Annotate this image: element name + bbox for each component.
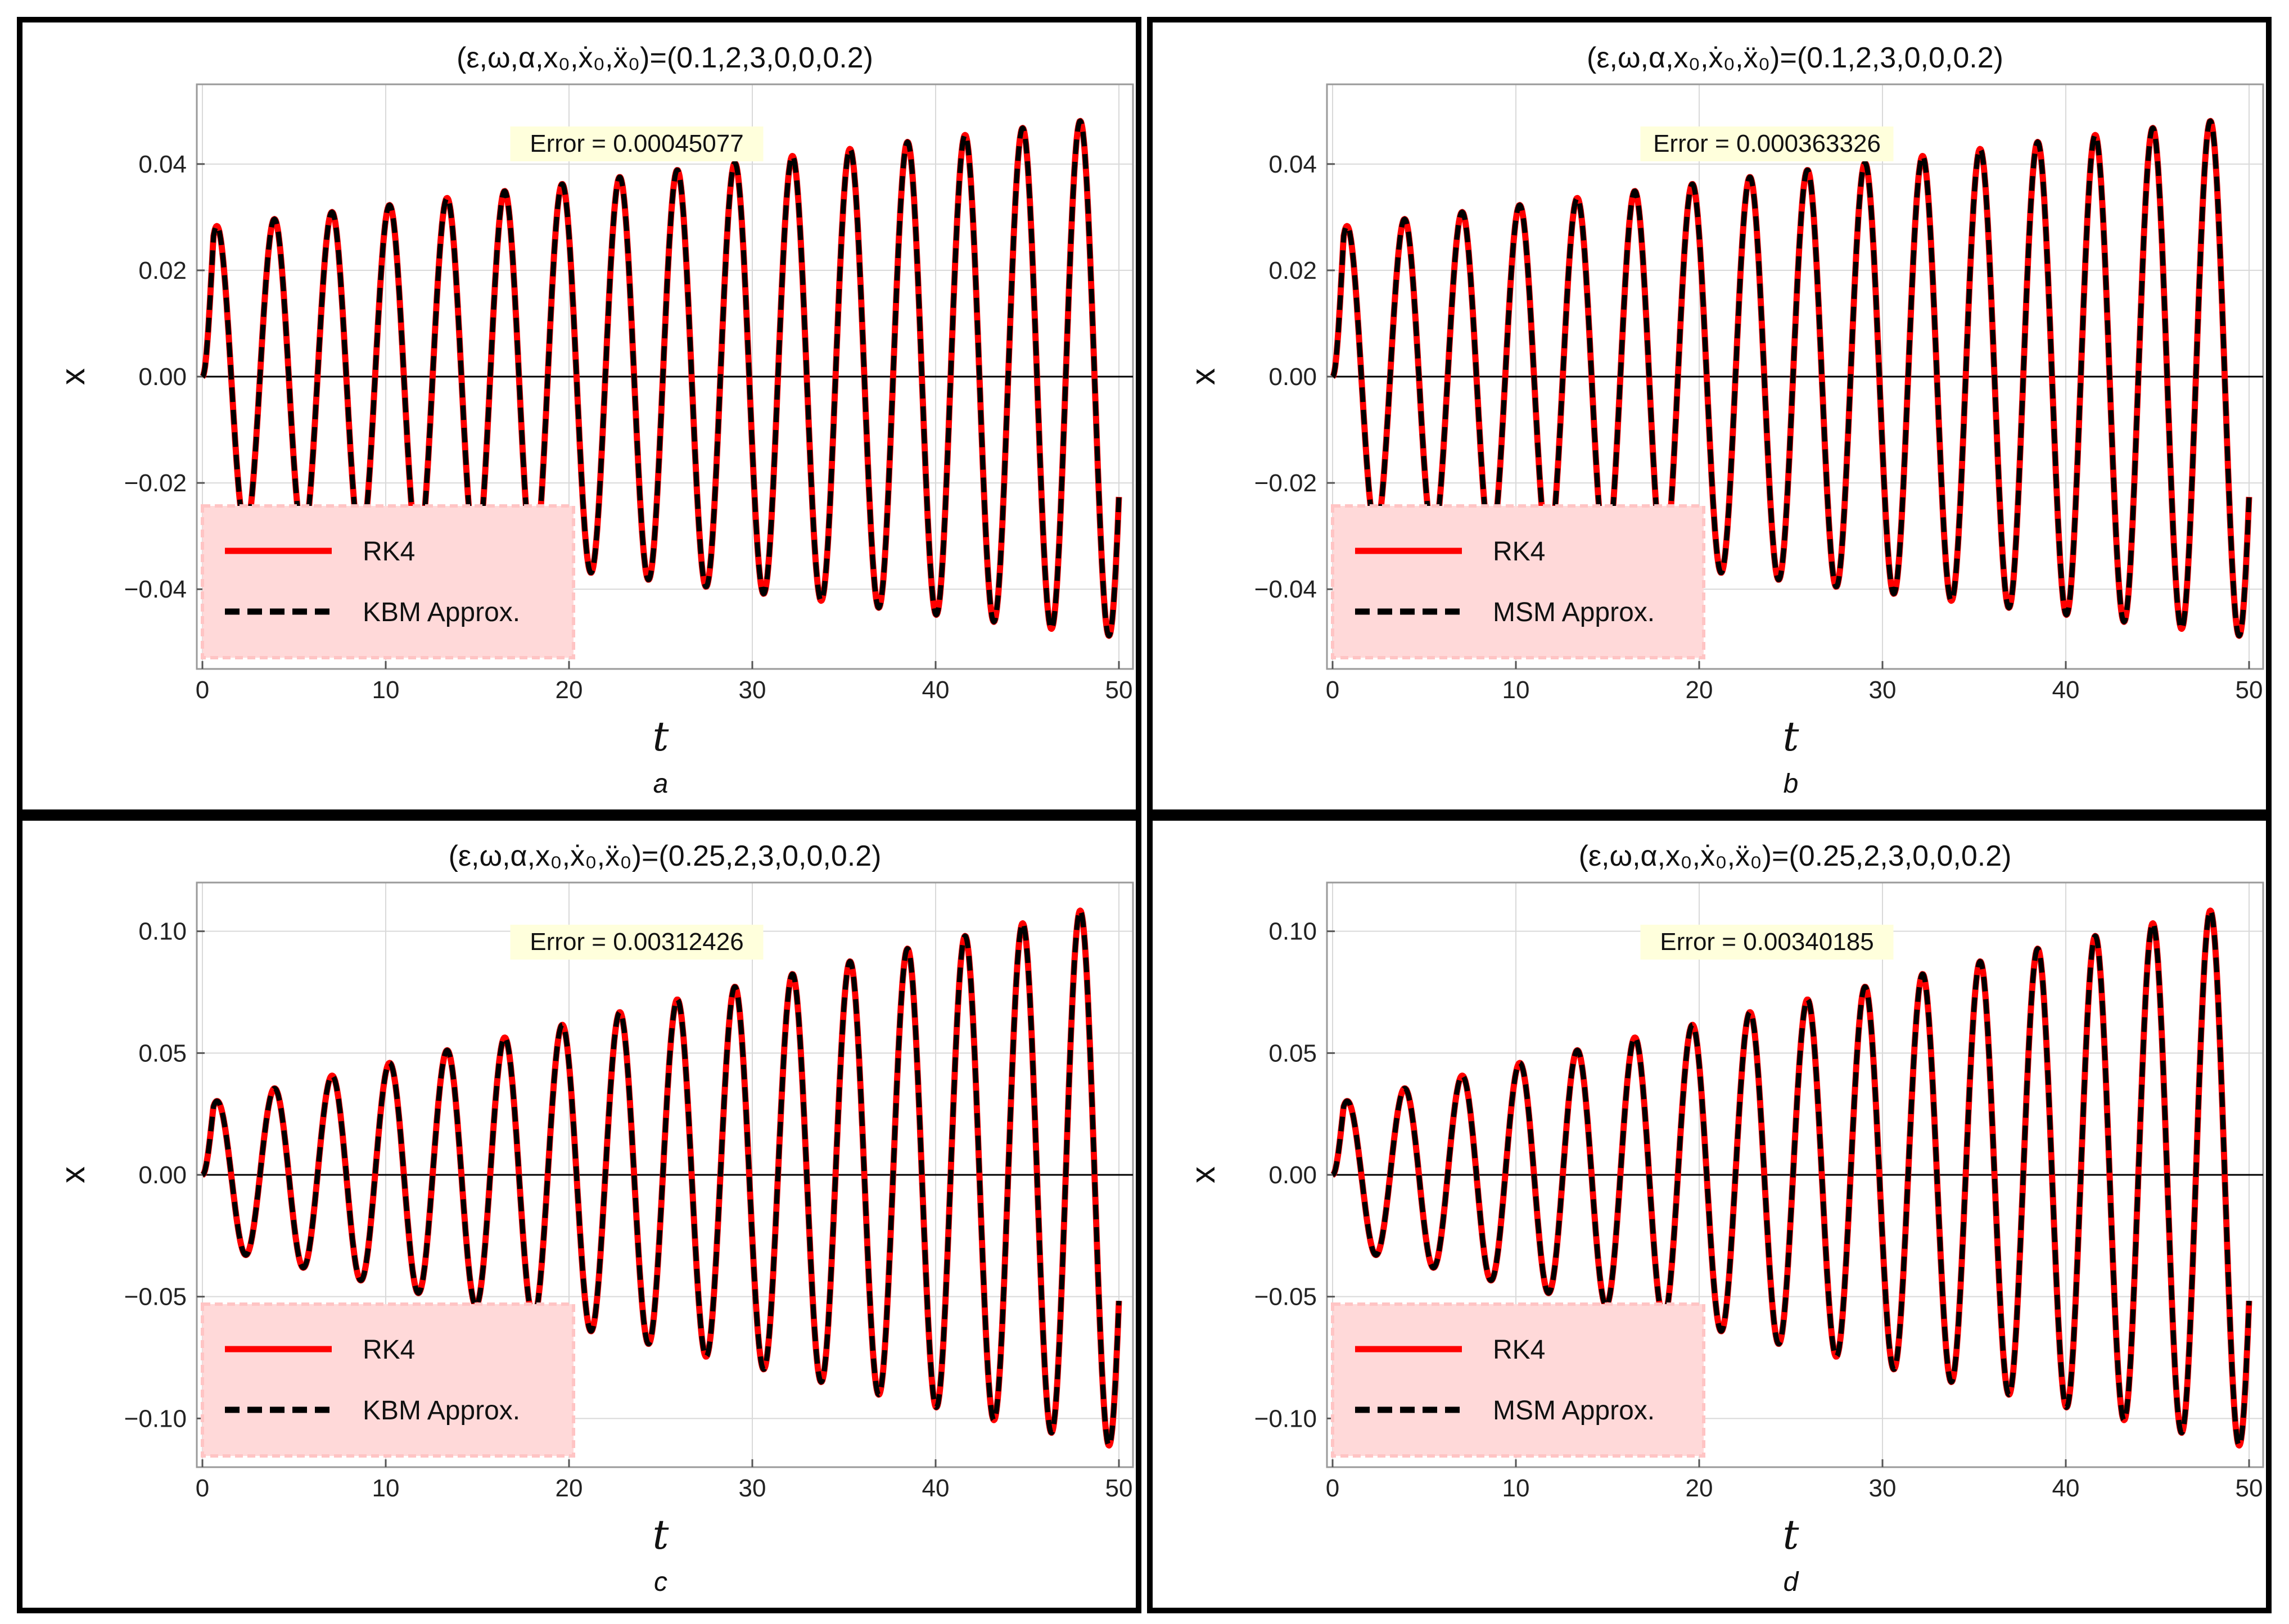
x-tick-label: 30: [1869, 1474, 1897, 1502]
legend-label: KBM Approx.: [363, 598, 520, 627]
y-tick-label: −0.02: [124, 469, 187, 497]
x-tick-label: 50: [1105, 1474, 1133, 1502]
legend-label: MSM Approx.: [1493, 598, 1655, 627]
y-tick-label: 0.02: [138, 257, 187, 284]
x-axis-label: t: [1783, 1511, 1800, 1558]
y-axis-label: x: [1184, 1166, 1222, 1183]
error-annotation: Error = 0.00340185: [1660, 928, 1873, 956]
x-tick-label: 10: [1502, 1474, 1530, 1502]
x-tick-label: 20: [556, 676, 583, 704]
x-tick-label: 30: [739, 1474, 766, 1502]
y-tick-label: 0.10: [138, 918, 187, 946]
chart-title: (ε,ω,α,x₀,ẋ₀,ẍ₀)=(0.1,2,3,0,0,0.2): [457, 42, 873, 74]
error-annotation-box: [510, 126, 764, 161]
series-line-approx: [200, 118, 1122, 639]
y-tick-label: −0.04: [124, 576, 187, 603]
chart-svg: 0 10 20 30 40 50 −0.04 −0.02 0.00 0.02 0.04 (ε,ω,α,…: [1184, 42, 2264, 799]
legend-label: RK4: [363, 537, 415, 567]
x-tick-label: 10: [1502, 676, 1530, 704]
legend: [201, 504, 575, 659]
x-tick-label: 40: [922, 1474, 950, 1502]
x-axis-label: t: [1783, 713, 1800, 760]
x-tick-label: 0: [196, 1474, 209, 1502]
x-axis-label: t: [653, 1511, 670, 1558]
chart-title: (ε,ω,α,x₀,ẋ₀,ẍ₀)=(0.25,2,3,0,0,0.2): [449, 840, 882, 872]
y-tick-label: 0.00: [1268, 363, 1317, 391]
legend: [201, 1302, 575, 1458]
x-tick-label: 20: [1686, 1474, 1713, 1502]
y-tick-label: −0.02: [1254, 469, 1317, 497]
x-tick-label: 0: [1326, 1474, 1339, 1502]
chart-svg: 0 10 20 30 40 50 −0.10 −0.05 0.00 0.05 0.10 (ε,ω,α,…: [1184, 840, 2264, 1597]
x-tick-label: 20: [556, 1474, 583, 1502]
y-tick-label: 0.04: [1268, 151, 1317, 178]
y-tick-label: 0.05: [138, 1039, 187, 1067]
x-tick-label: 50: [2236, 1474, 2263, 1502]
y-tick-label: 0.00: [138, 363, 187, 391]
y-axis-label: x: [54, 1166, 92, 1183]
y-tick-label: 0.05: [1268, 1039, 1317, 1067]
y-tick-label: 0.04: [138, 151, 187, 178]
y-axis-label: x: [54, 368, 92, 385]
y-tick-label: 0.02: [1268, 257, 1317, 284]
chart-svg: 0 10 20 30 40 50 −0.04 −0.02 0.00 0.02 0.04 (ε,ω,α,…: [54, 42, 1134, 799]
y-axis-label: x: [1184, 368, 1222, 385]
series-line-approx: [200, 908, 1122, 1448]
legend-label: KBM Approx.: [363, 1396, 520, 1426]
x-tick-label: 20: [1686, 676, 1713, 704]
y-tick-label: 0.00: [138, 1161, 187, 1189]
x-tick-label: 30: [739, 676, 766, 704]
x-tick-label: 0: [1326, 676, 1339, 704]
x-tick-label: 10: [372, 676, 400, 704]
y-tick-label: −0.04: [1254, 576, 1317, 603]
y-tick-label: −0.05: [124, 1283, 187, 1311]
error-annotation: Error = 0.00045077: [530, 130, 743, 157]
chart-title: (ε,ω,α,x₀,ẋ₀,ẍ₀)=(0.25,2,3,0,0,0.2): [1579, 840, 2012, 872]
panel-c: 0 10 20 30 40 50 −0.10 −0.05 0.00 0.05 0.10 (ε,ω,α,…: [17, 815, 1141, 1613]
x-tick-label: 50: [1105, 676, 1133, 704]
legend-label: RK4: [1493, 1335, 1545, 1365]
x-axis-label: t: [653, 713, 670, 760]
x-tick-label: 10: [372, 1474, 400, 1502]
y-tick-label: −0.10: [124, 1405, 187, 1432]
legend-label: MSM Approx.: [1493, 1396, 1655, 1426]
chart-svg: 0 10 20 30 40 50 −0.10 −0.05 0.00 0.05 0.10 (ε,ω,α,…: [54, 840, 1134, 1597]
x-tick-label: 40: [2052, 676, 2080, 704]
x-tick-label: 40: [2052, 1474, 2080, 1502]
panel-caption: d: [1784, 1567, 1799, 1597]
chart-title: (ε,ω,α,x₀,ẋ₀,ẍ₀)=(0.1,2,3,0,0,0.2): [1587, 42, 2003, 74]
panel-caption: c: [654, 1567, 667, 1597]
x-tick-label: 30: [1869, 676, 1897, 704]
series-line-approx: [1330, 118, 2252, 639]
y-tick-label: 0.00: [1268, 1161, 1317, 1189]
panel-b: 0 10 20 30 40 50 −0.04 −0.02 0.00 0.02 0.04 (ε,ω,α,…: [1147, 17, 2272, 815]
panel-a: 0 10 20 30 40 50 −0.04 −0.02 0.00 0.02 0.04 (ε,ω,α,…: [17, 17, 1141, 815]
series-line-approx: [1330, 908, 2252, 1448]
error-annotation: Error = 0.000363326: [1653, 130, 1881, 157]
y-tick-label: 0.10: [1268, 918, 1317, 946]
error-annotation-box: [510, 925, 764, 960]
legend: [1331, 504, 1705, 659]
y-tick-label: −0.10: [1254, 1405, 1317, 1432]
panel-d: 0 10 20 30 40 50 −0.10 −0.05 0.00 0.05 0.10 (ε,ω,α,…: [1147, 815, 2272, 1613]
panel-caption: b: [1784, 769, 1799, 799]
error-annotation-box: [1640, 126, 1894, 161]
x-tick-label: 40: [922, 676, 950, 704]
x-tick-label: 50: [2236, 676, 2263, 704]
legend-label: RK4: [1493, 537, 1545, 567]
panel-caption: a: [653, 769, 669, 799]
legend-label: RK4: [363, 1335, 415, 1365]
error-annotation-box: [1640, 925, 1894, 960]
y-tick-label: −0.05: [1254, 1283, 1317, 1311]
error-annotation: Error = 0.00312426: [530, 928, 743, 956]
x-tick-label: 0: [196, 676, 209, 704]
legend: [1331, 1302, 1705, 1458]
